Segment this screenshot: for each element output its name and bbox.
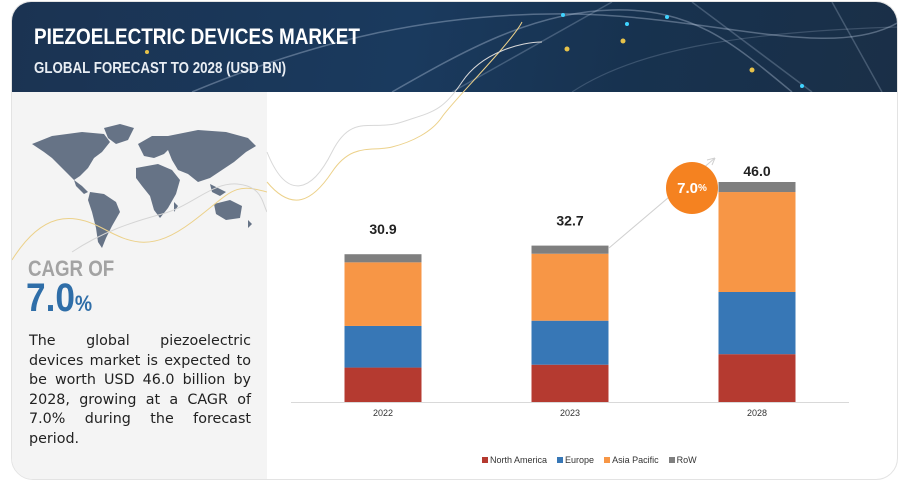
legend-item-north-america: North America xyxy=(482,455,547,465)
legend-label: RoW xyxy=(676,455,697,465)
bar-total-label: 46.0 xyxy=(743,163,770,179)
legend-item-europe: Europe xyxy=(557,455,594,465)
legend-label: North America xyxy=(490,455,548,465)
bar-segment-north-america-2023 xyxy=(531,364,609,402)
summary-panel: CAGR OF 7.0% The global piezoelectric de… xyxy=(12,92,267,479)
badge-number: 7.0 xyxy=(677,179,698,197)
x-tick-label: 2023 xyxy=(560,408,580,418)
bar-total-label: 30.9 xyxy=(369,221,396,237)
header-banner: PIEZOELECTRIC DEVICES MARKET GLOBAL FORE… xyxy=(12,2,897,92)
legend-label: Asia Pacific xyxy=(612,455,659,465)
bar-segment-europe-2023 xyxy=(531,320,609,365)
infographic-card: PIEZOELECTRIC DEVICES MARKET GLOBAL FORE… xyxy=(11,1,898,480)
legend-swatch xyxy=(604,457,611,463)
bar-total-label: 32.7 xyxy=(556,213,583,229)
bar-segment-asia-pacific-2028 xyxy=(718,192,796,292)
x-tick-label: 2028 xyxy=(747,408,767,418)
bar-segment-europe-2028 xyxy=(718,292,796,355)
chart-legend: North America Europe Asia Pacific RoW xyxy=(482,455,697,465)
cagr-badge: 7.0% xyxy=(666,162,718,214)
bar-segment-europe-2022 xyxy=(344,325,422,368)
header-light-streaks xyxy=(145,2,897,92)
cagr-value: 7.0% xyxy=(26,276,92,321)
growth-arrow-head-icon xyxy=(706,157,716,166)
bar-segment-north-america-2028 xyxy=(718,354,796,402)
bar-segment-row-2022 xyxy=(344,254,422,263)
legend-swatch xyxy=(482,457,488,463)
bar-segment-row-2023 xyxy=(531,245,609,254)
bar-segment-asia-pacific-2023 xyxy=(531,253,609,321)
x-tick-label: 2022 xyxy=(373,408,393,418)
cagr-unit: % xyxy=(74,291,93,316)
cagr-label: CAGR OF xyxy=(28,256,115,281)
decorative-curve-gray xyxy=(266,41,543,187)
page-subtitle: GLOBAL FORECAST TO 2028 (USD BN) xyxy=(34,60,287,77)
page-title: PIEZOELECTRIC DEVICES MARKET xyxy=(34,24,360,49)
stacked-bar-chart: 30.9 2022 32.7 2023 46.0 2028 xyxy=(266,21,849,418)
decorative-curve-gold xyxy=(266,21,523,201)
legend-item-asia-pacific: Asia Pacific xyxy=(604,455,659,465)
cagr-number: 7.0 xyxy=(26,276,75,320)
bar-segment-row-2028 xyxy=(718,182,796,193)
legend-label: Europe xyxy=(565,455,595,465)
market-summary-text: The global piezoelectric devices market … xyxy=(29,333,251,447)
legend-swatch xyxy=(668,457,675,463)
badge-unit: % xyxy=(697,182,707,194)
world-map-icon xyxy=(12,124,267,261)
bar-segment-asia-pacific-2022 xyxy=(344,262,422,326)
legend-item-row: RoW xyxy=(668,455,697,465)
legend-swatch xyxy=(557,457,564,463)
bar-segment-north-america-2022 xyxy=(344,367,422,402)
